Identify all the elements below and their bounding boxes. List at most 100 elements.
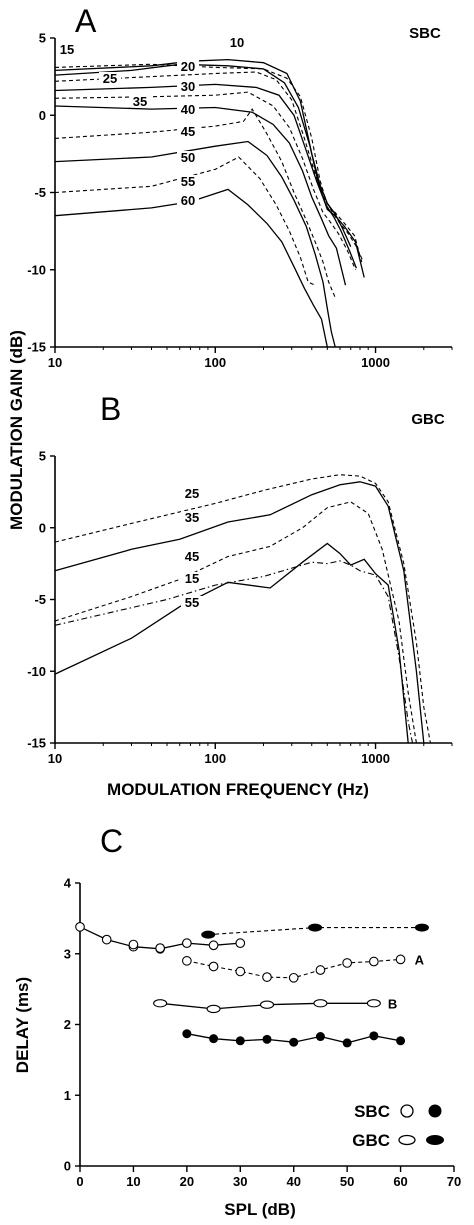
y-tick-label: 0 [39,520,46,535]
y-tick-label: -10 [27,262,46,277]
data-point [308,923,323,932]
y-tick-label: -5 [34,185,46,200]
x-tick-label: 0 [76,1174,83,1189]
series-label: 15 [60,42,74,57]
x-tick-label: 10 [48,355,62,370]
series-label-bg [181,511,203,525]
series-label: 45 [185,549,199,564]
y-tick-label: 3 [64,946,71,961]
series-label: 35 [133,94,147,109]
panel-b-x-axis-title: MODULATION FREQUENCY (Hz) [107,780,369,799]
series-line [54,188,328,348]
series-label: A [415,952,425,967]
series-label: 15 [185,571,199,586]
data-point [315,965,326,975]
data-point [235,1036,245,1046]
series-line [54,501,417,744]
series-label: 40 [181,102,195,117]
series-label: 60 [181,193,195,208]
data-point [209,1034,219,1044]
data-point [366,999,381,1008]
panel-a-tag: SBC [409,25,441,42]
data-point [155,943,165,953]
series-line [54,474,431,744]
data-point [235,938,246,948]
y-tick-label: 5 [39,31,46,46]
series-label: 35 [185,510,199,525]
series-label: 10 [230,35,244,50]
y-tick-label: 2 [64,1017,71,1032]
series-line [54,71,364,263]
data-point [235,966,246,977]
series-line [54,140,336,348]
data-point [288,972,299,983]
y-tick-label: -5 [34,592,46,607]
data-point [289,1037,299,1047]
series-line [54,560,414,744]
series-label-bg [56,43,78,57]
y-tick-label: -15 [27,736,46,751]
series-label: 55 [181,174,195,189]
x-tick-label: 10 [126,1174,140,1189]
series-label: 25 [103,71,117,86]
y-tick-label: 1 [64,1088,71,1103]
x-tick-label: 100 [204,751,226,766]
x-tick-label: 50 [340,1174,354,1189]
y-tick-label: 0 [64,1159,71,1174]
y-tick-label: 4 [64,876,72,891]
series-label: 45 [181,124,195,139]
y-tick-label: 5 [39,449,46,464]
series-label: 25 [185,486,199,501]
data-point [259,1000,275,1009]
data-point [369,1031,379,1041]
data-point [369,956,379,967]
x-tick-label: 40 [286,1174,300,1189]
series-line [54,481,425,744]
data-point [208,961,219,972]
legend-marker [426,1135,444,1145]
data-point [153,999,168,1008]
x-tick-label: 70 [447,1174,461,1189]
series-label: 20 [181,59,195,74]
data-point [208,940,219,951]
x-tick-label: 1000 [361,355,390,370]
series-label-bg [177,103,199,117]
legend-marker [398,1134,416,1146]
y-tick-label: 0 [39,108,46,123]
x-tick-label: 30 [233,1174,247,1189]
series-label-bg [177,151,199,165]
data-point [182,955,192,966]
series-label-bg [99,72,121,86]
x-tick-label: 10 [48,751,62,766]
legend-marker [400,1104,414,1118]
panel-a-letter: A [75,3,97,39]
series-label-bg [181,572,203,586]
series-label-bg [177,125,199,139]
y-tick-label: -15 [27,340,46,355]
data-point [315,1032,325,1042]
data-point [396,1036,406,1046]
panel-c-x-axis-title: SPL (dB) [224,1200,295,1219]
data-point [414,923,429,932]
data-point [201,930,216,939]
x-tick-label: 1000 [361,751,390,766]
data-point [182,938,192,948]
series-label: 30 [181,79,195,94]
x-tick-label: 60 [393,1174,407,1189]
data-point [342,1038,352,1048]
series-label-bg [226,36,248,50]
shared-y-axis-title: MODULATION GAIN (dB) [7,330,26,530]
series-line [54,83,358,269]
series-label: 55 [185,595,199,610]
data-point [342,958,352,968]
legend-marker [428,1104,442,1118]
series-line [54,105,347,286]
data-point [313,999,328,1008]
series-label-bg [129,95,151,109]
series-line [54,58,352,247]
series-label-bg [181,550,203,564]
data-point [262,1034,272,1044]
data-point [75,922,85,932]
